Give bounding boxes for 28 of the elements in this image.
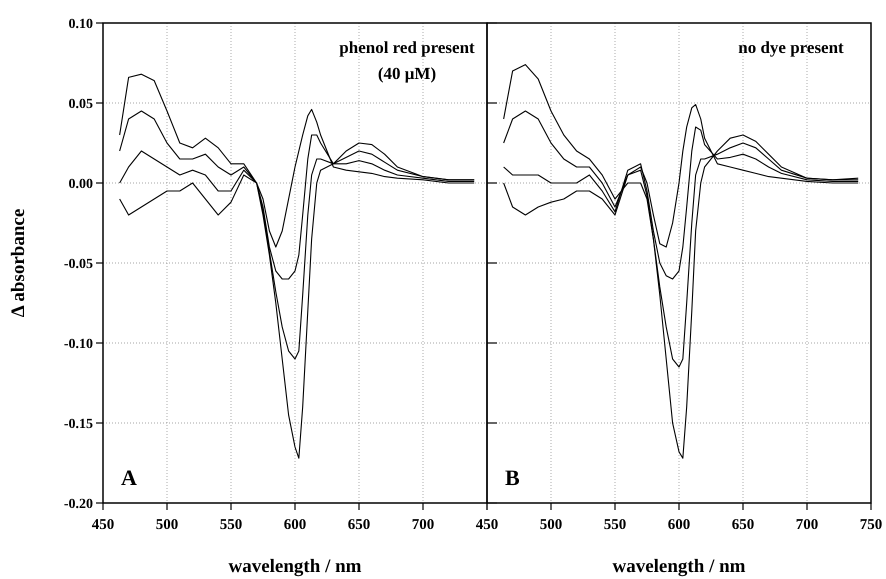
annotation: (40 μM) [378, 64, 436, 83]
annotation: phenol red present [339, 38, 476, 57]
annotation: no dye present [738, 38, 844, 57]
x-tick-label: 550 [604, 517, 626, 533]
y-axis-title: Δ absorbance [8, 208, 29, 318]
y-tick-label: 0.10 [68, 17, 93, 32]
x-tick-label: 700 [412, 517, 434, 533]
x-tick-label: 650 [732, 517, 754, 533]
x-tick-label: 500 [540, 517, 562, 533]
y-tick-label: -0.05 [64, 257, 93, 272]
annotation: A [121, 465, 137, 490]
y-tick-label: -0.10 [64, 337, 93, 352]
x-axis-title: wavelength / nm [228, 556, 362, 577]
x-axis-title: wavelength / nm [612, 556, 746, 577]
y-tick-label: 0.05 [68, 97, 93, 112]
y-tick-label: -0.20 [64, 497, 93, 512]
y-tick-label: -0.15 [64, 417, 93, 432]
x-tick-label: 600 [284, 517, 306, 533]
x-tick-label: 450 [476, 517, 498, 533]
x-tick-label: 700 [796, 517, 818, 533]
x-tick-label: 500 [156, 517, 178, 533]
x-tick-label: 650 [348, 517, 370, 533]
x-tick-label: 600 [668, 517, 690, 533]
x-tick-label: 750 [860, 517, 882, 533]
y-tick-label: 0.00 [68, 177, 93, 192]
x-tick-label: 450 [92, 517, 114, 533]
annotation: B [505, 465, 520, 490]
x-tick-label: 550 [220, 517, 242, 533]
